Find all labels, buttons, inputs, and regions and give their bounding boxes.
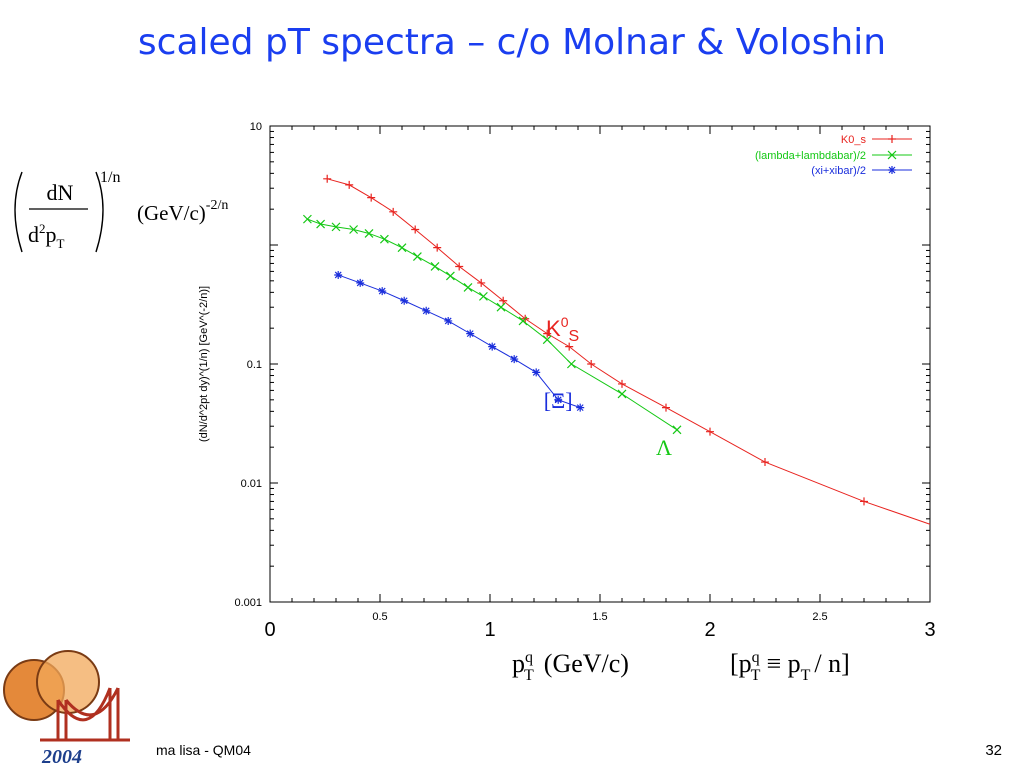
series-line-2 (338, 274, 581, 409)
formula-denominator: d2pT (28, 221, 65, 251)
data-point-plus (411, 225, 420, 234)
data-point-plus (565, 342, 574, 351)
data-point-star (356, 278, 365, 287)
x-axis-definition: [pq T ≡ pT / n] (730, 649, 850, 684)
slide-title: scaled pT spectra – c/o Molnar & Voloshi… (137, 22, 887, 63)
series-line-1 (307, 218, 678, 431)
data-point-cross (430, 262, 440, 271)
data-point-plus (706, 427, 714, 436)
data-point-plus (618, 379, 626, 388)
formula-unit: (GeV/c)-2/n (137, 198, 228, 225)
data-point-cross (397, 243, 407, 253)
x-tick-label-big: 2 (704, 619, 715, 641)
data-point-star (532, 368, 541, 377)
data-point-plus (587, 360, 596, 368)
annotation-label: K0S (546, 314, 579, 345)
x-axis-main-label: pq T (GeV/c) (512, 649, 629, 684)
x-tick-label-small: 0.5 (372, 611, 387, 623)
data-point-star (334, 270, 343, 279)
data-point-cross (542, 335, 552, 345)
data-point-star (576, 403, 585, 412)
data-point-star (400, 296, 409, 305)
annotation-label: Λ (656, 435, 672, 460)
data-point-plus (367, 193, 376, 202)
data-point-plus (761, 458, 769, 467)
annotation-label: [Ξ] (544, 388, 573, 413)
series-line-0 (327, 178, 931, 525)
labels-layer: 10 0.1 0.01 0.001 0.5 1.5 2.5 0 1 2 3 K0S Λ [Ξ] (234, 121, 935, 641)
data-point-star (466, 329, 475, 338)
page-number: 32 (985, 742, 1002, 759)
x-tick-label-big: 3 (924, 619, 935, 641)
data-point-plus (662, 403, 670, 412)
data-point-star (378, 287, 387, 296)
data-point-plus (345, 180, 354, 189)
data-point-cross (887, 150, 897, 160)
data-point-star (488, 342, 497, 351)
y-tick-label: 0.01 (241, 478, 262, 490)
data-point-star (554, 395, 563, 404)
data-point-cross (566, 359, 576, 369)
data-point-plus (499, 296, 508, 305)
logo-year: 2004 (41, 746, 82, 768)
x-formula: pq T (GeV/c) [pq T ≡ pT / n] (512, 649, 850, 684)
footer-author: ma lisa - QM04 (156, 742, 251, 758)
qm04-logo: 2004 (3, 650, 130, 768)
legend-label-k0s: K0_s (841, 134, 867, 146)
x-tick-label-big: 1 (484, 619, 495, 641)
data-point-cross (412, 252, 422, 261)
left-paren (14, 171, 23, 253)
data-point-cross (463, 283, 473, 292)
data-point-cross (496, 302, 506, 312)
data-point-star (422, 306, 431, 315)
data-point-plus (543, 329, 552, 338)
data-point-star (510, 355, 519, 364)
data-point-cross (518, 316, 528, 326)
data-point-cross (478, 291, 488, 301)
data-point-cross (364, 229, 374, 238)
y-axis-label: (dN/d^2pt dy)^(1/n) [GeV^(-2/n)] (198, 286, 210, 442)
data-point-plus (888, 135, 896, 143)
data-point-plus (389, 207, 398, 216)
data-point-cross (349, 225, 359, 234)
formula-numerator: dN (47, 180, 74, 205)
legend-label-lambda: (lambda+lambdabar)/2 (755, 150, 866, 162)
y-tick-label: 10 (250, 121, 262, 133)
data-point-cross (379, 234, 389, 244)
x-tick-label-small: 2.5 (812, 611, 827, 623)
data-point-cross (672, 425, 682, 435)
y-formula: dN d2pT 1/n (GeV/c)-2/n (14, 169, 228, 253)
data-point-plus (323, 174, 332, 183)
x-tick-label-small: 1.5 (592, 611, 607, 623)
data-point-cross (302, 214, 312, 224)
right-paren (95, 171, 104, 253)
data-point-plus (455, 262, 464, 271)
series-layer (302, 174, 931, 525)
data-point-cross (331, 222, 341, 232)
y-tick-label: 0.1 (247, 359, 262, 371)
tick-marks (269, 125, 931, 603)
legend: K0_s (lambda+lambdabar)/2 (xi+xibar)/2 (755, 134, 912, 177)
data-point-cross (445, 271, 455, 281)
logo-bridge (40, 687, 130, 742)
data-point-star (888, 166, 896, 174)
x-tick-label-big: 0 (264, 619, 275, 641)
data-point-star (444, 316, 453, 325)
y-tick-label: 0.001 (234, 597, 262, 609)
data-point-plus (477, 278, 486, 287)
formula-power: 1/n (100, 169, 120, 186)
data-point-plus (860, 497, 868, 506)
data-point-cross (316, 219, 326, 229)
data-point-plus (433, 243, 442, 252)
data-point-cross (617, 389, 627, 399)
legend-lines (872, 135, 912, 174)
legend-label-xi: (xi+xibar)/2 (811, 165, 866, 177)
